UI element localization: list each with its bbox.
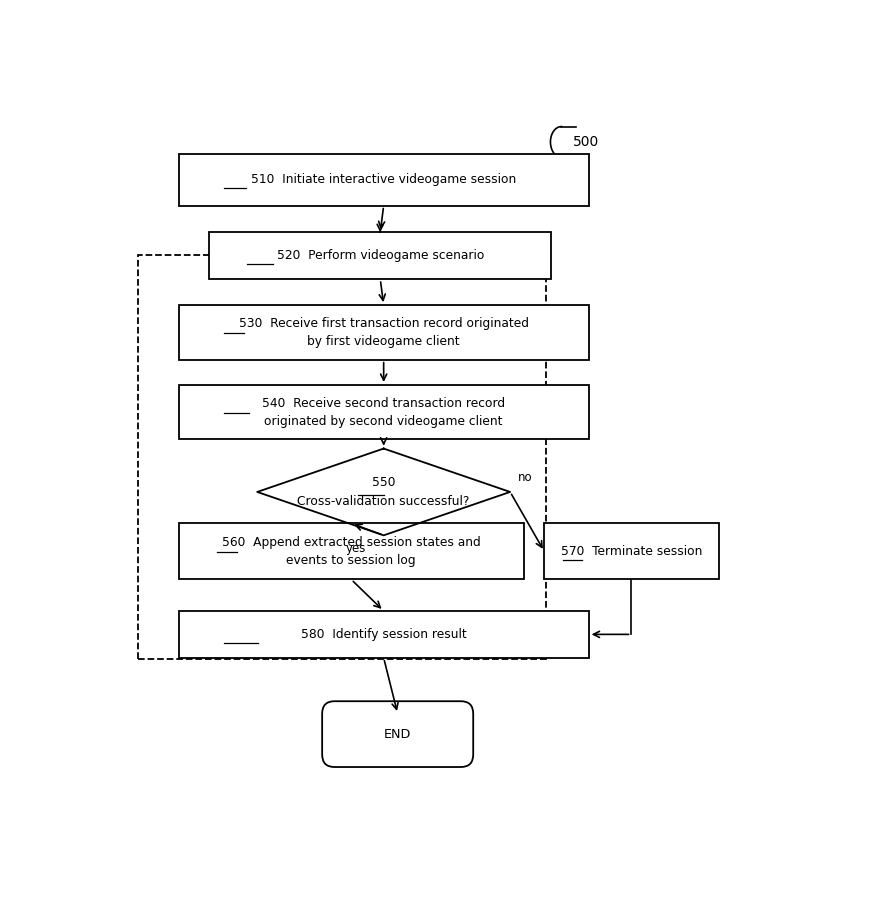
- FancyBboxPatch shape: [178, 524, 524, 579]
- FancyBboxPatch shape: [544, 524, 719, 579]
- Text: 520  Perform videogame scenario: 520 Perform videogame scenario: [277, 249, 484, 262]
- FancyBboxPatch shape: [322, 701, 474, 767]
- Text: 580  Identify session result: 580 Identify session result: [301, 628, 467, 641]
- Text: no: no: [519, 472, 533, 484]
- Text: 540  Receive second transaction record
originated by second videogame client: 540 Receive second transaction record or…: [262, 396, 505, 427]
- Text: 570  Terminate session: 570 Terminate session: [561, 544, 702, 558]
- Text: 500: 500: [573, 135, 599, 149]
- Text: 530  Receive first transaction record originated
by first videogame client: 530 Receive first transaction record ori…: [239, 317, 528, 348]
- Text: 560  Append extracted session states and
events to session log: 560 Append extracted session states and …: [222, 536, 481, 567]
- Text: Cross-validation successful?: Cross-validation successful?: [297, 495, 470, 508]
- FancyBboxPatch shape: [178, 305, 589, 360]
- FancyBboxPatch shape: [209, 233, 551, 279]
- Text: END: END: [384, 727, 411, 741]
- FancyBboxPatch shape: [178, 154, 589, 205]
- Bar: [138, 255, 546, 659]
- Text: yes: yes: [346, 543, 367, 555]
- Text: 510  Initiate interactive videogame session: 510 Initiate interactive videogame sessi…: [251, 174, 516, 186]
- Text: 550: 550: [372, 476, 395, 489]
- FancyBboxPatch shape: [178, 385, 589, 439]
- FancyBboxPatch shape: [178, 611, 589, 658]
